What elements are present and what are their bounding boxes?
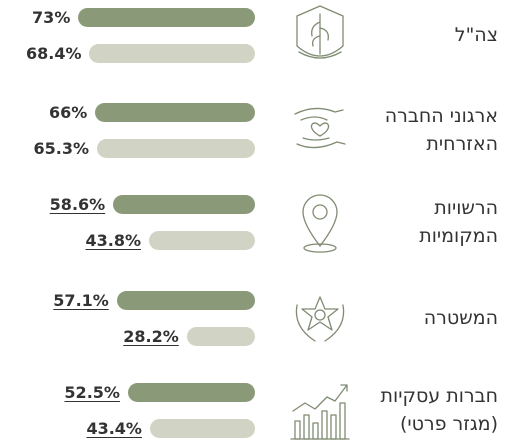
category-label: הרשויות המקומיות — [419, 197, 498, 247]
category-label: ארגוני החברה האזרחית — [384, 105, 498, 155]
bar — [78, 8, 255, 27]
bar — [127, 383, 255, 402]
police-badge-icon — [295, 296, 345, 342]
category-label: המשטרה — [423, 307, 498, 329]
value-label: 43.4% — [86, 419, 142, 438]
value-label: 57.1% — [53, 291, 109, 310]
location-pin-icon — [302, 194, 338, 253]
bar — [116, 291, 255, 310]
category-label: צה"ל — [454, 24, 498, 46]
business-chart-icon — [290, 384, 350, 440]
bar — [149, 419, 255, 438]
value-label: 66% — [48, 103, 88, 122]
bar — [113, 195, 255, 214]
bar — [186, 327, 255, 346]
value-label: 73% — [32, 8, 71, 27]
value-label: 58.6% — [49, 195, 106, 214]
bar — [149, 231, 255, 250]
idf-emblem-icon — [296, 5, 344, 59]
value-label: 65.3% — [33, 139, 89, 158]
value-label: 28.2% — [123, 327, 179, 346]
value-label: 68.4% — [25, 44, 82, 63]
bar — [95, 103, 255, 122]
category-label: חברות עסקיות (מגזר פרטי) — [380, 385, 498, 435]
value-label: 52.5% — [64, 383, 120, 402]
bar — [96, 139, 255, 158]
hands-heart-icon — [294, 107, 346, 149]
value-label: 43.8% — [85, 231, 141, 250]
bar — [89, 44, 255, 63]
